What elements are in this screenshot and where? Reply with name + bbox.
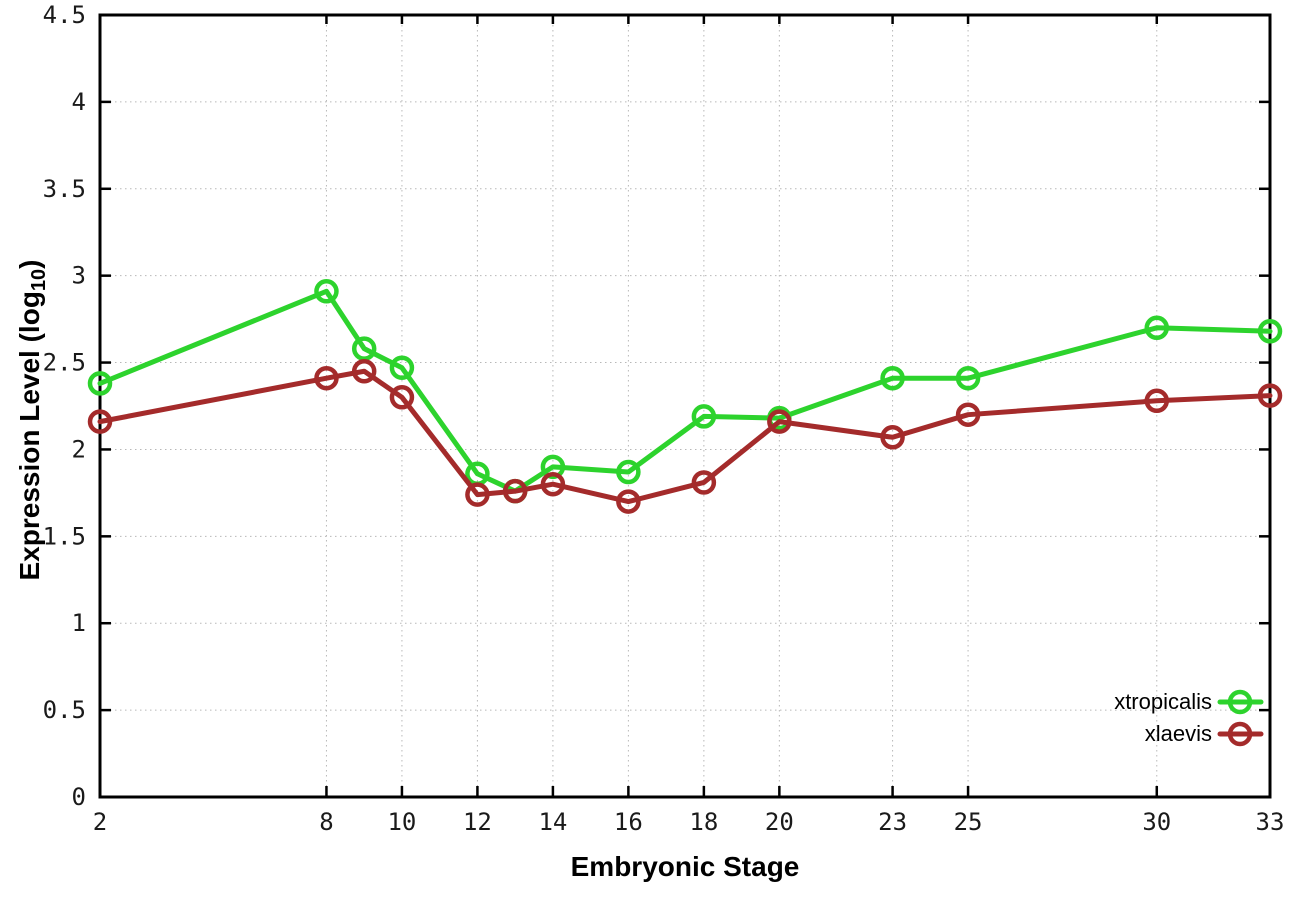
x-axis-title: Embryonic Stage <box>570 851 800 882</box>
data-point-xlaevis-stage-10 <box>389 385 415 410</box>
y-axis-title-subscript: 10 <box>28 268 50 292</box>
series-xlaevis <box>87 358 1283 514</box>
legend-label-xlaevis: xlaevis <box>1144 721 1212 746</box>
data-point-xtropicalis-stage-10 <box>389 355 415 381</box>
x-tick-label-14: 14 <box>538 808 567 836</box>
tick-marks <box>98 13 1272 799</box>
data-point-xlaevis-stage-25 <box>955 402 981 427</box>
tick-labels: 2 8 10 12 14 16 18 20 23 25 30 33 0 0.5 1 1.5 2 2.5 3 3.5 4 4… <box>43 1 1285 836</box>
data-point-xtropicalis-stage-14 <box>540 454 566 480</box>
data-point-xlaevis-stage-9 <box>351 358 377 384</box>
y-tick-label-1: 1 <box>72 609 86 637</box>
legend-sample-marker-xtropicalis <box>1227 689 1253 715</box>
x-tick-label-16: 16 <box>614 808 643 836</box>
y-tick-label-2: 2 <box>72 435 86 463</box>
data-point-xlaevis-stage-18 <box>691 470 717 495</box>
y-tick-label-1.5: 1.5 <box>43 522 86 550</box>
x-tick-label-25: 25 <box>954 808 983 836</box>
data-point-xtropicalis-stage-16 <box>616 459 641 485</box>
data-point-xtropicalis-stage-25 <box>955 365 981 391</box>
data-point-xtropicalis-stage-30 <box>1144 315 1170 341</box>
data-point-xlaevis-stage-14 <box>540 471 566 497</box>
x-tick-label-12: 12 <box>463 808 492 836</box>
y-tick-label-0: 0 <box>72 783 86 811</box>
data-point-xlaevis-stage-30 <box>1144 388 1170 414</box>
data-point-xlaevis-stage-8 <box>314 365 339 391</box>
data-point-xlaevis-stage-33 <box>1257 383 1283 408</box>
line-xtropicalis <box>97 288 1273 494</box>
data-point-xlaevis-stage-12 <box>465 482 490 507</box>
line-xlaevis <box>97 368 1273 505</box>
data-point-xtropicalis-stage-9 <box>351 336 377 361</box>
y-tick-label-0.5: 0.5 <box>43 696 86 724</box>
x-tick-label-20: 20 <box>765 808 794 836</box>
legend-label-xtropicalis: xtropicalis <box>1114 689 1212 714</box>
x-tick-label-30: 30 <box>1142 808 1171 836</box>
data-point-xlaevis-stage-23 <box>880 425 905 450</box>
legend-sample-xtropicalis <box>1217 689 1264 715</box>
data-point-xtropicalis-stage-2 <box>87 371 113 396</box>
y-tick-label-4.5: 4.5 <box>43 1 86 29</box>
legend-sample-xlaevis <box>1217 721 1264 747</box>
legend-sample-marker-xlaevis <box>1227 721 1253 747</box>
y-tick-label-2.5: 2.5 <box>43 349 86 377</box>
data-point-xlaevis-stage-16 <box>616 489 641 514</box>
x-tick-label-2: 2 <box>93 808 107 836</box>
data-point-xtropicalis-stage-18 <box>691 404 717 429</box>
data-point-xlaevis-stage-2 <box>87 409 113 434</box>
x-tick-label-10: 10 <box>387 808 416 836</box>
data-point-xlaevis-stage-13 <box>502 478 528 504</box>
data-point-xtropicalis-stage-23 <box>880 365 905 391</box>
y-tick-label-4: 4 <box>72 88 86 116</box>
y-tick-label-3: 3 <box>72 262 86 290</box>
x-tick-label-33: 33 <box>1256 808 1285 836</box>
x-tick-label-8: 8 <box>319 808 333 836</box>
y-axis-title: Expression Level (log10) <box>14 259 50 581</box>
data-point-xtropicalis-stage-8 <box>314 279 339 304</box>
data-point-xtropicalis-stage-33 <box>1257 319 1283 344</box>
data-point-xlaevis-stage-20 <box>767 409 792 434</box>
x-tick-label-23: 23 <box>878 808 907 836</box>
y-axis-title-pre: Expression Level (log <box>14 291 45 581</box>
y-tick-label-3.5: 3.5 <box>43 175 86 203</box>
y-axis-title-post: ) <box>14 259 45 269</box>
x-tick-label-18: 18 <box>689 808 718 836</box>
